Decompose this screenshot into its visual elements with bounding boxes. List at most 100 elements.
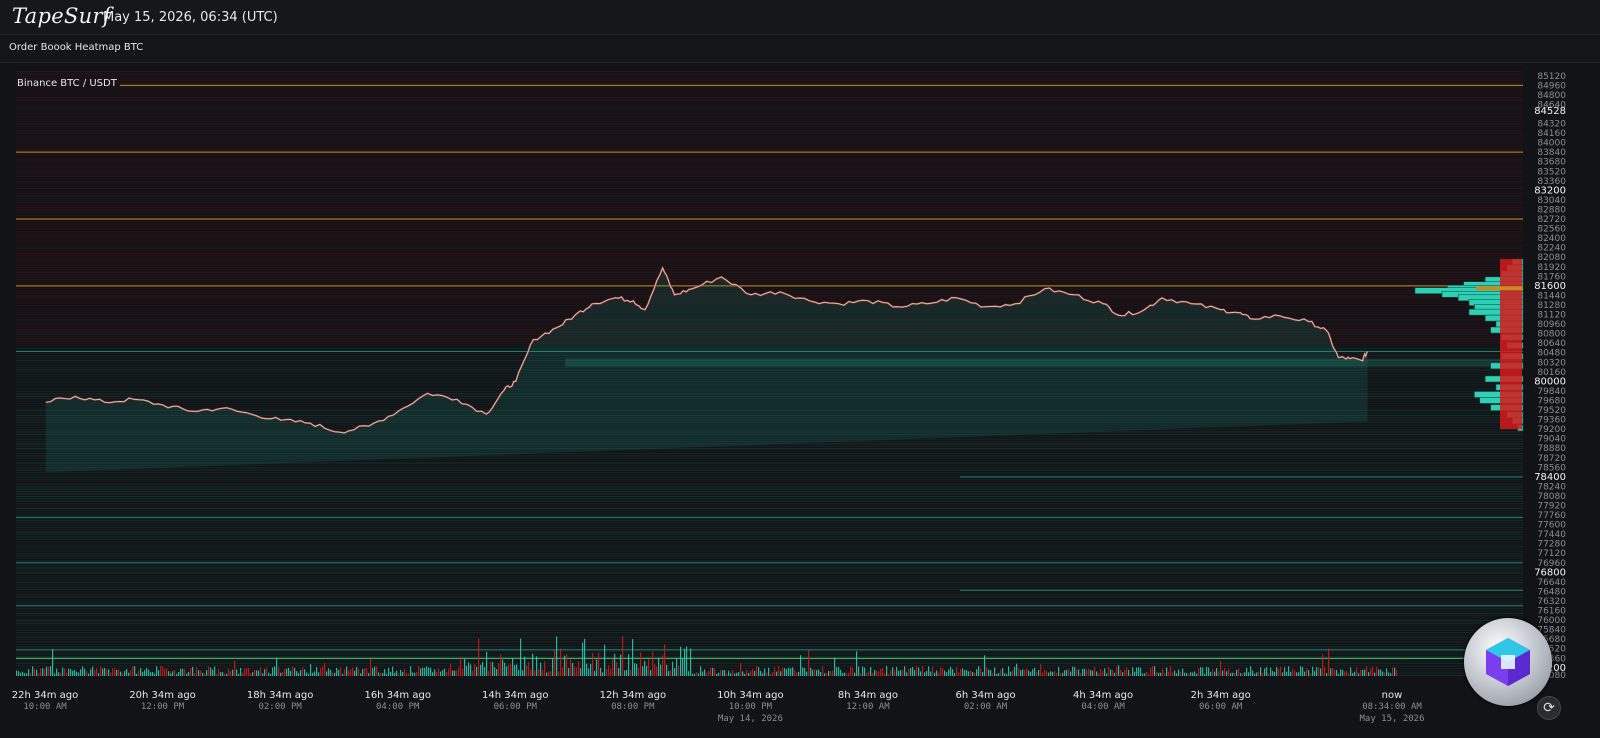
- volume-bar: [496, 669, 498, 676]
- volume-bar: [682, 657, 684, 676]
- volume-bar: [288, 667, 290, 676]
- heatmap-row: [16, 386, 1523, 388]
- volume-bar: [326, 671, 328, 676]
- heatmap-row: [16, 531, 1523, 533]
- volume-bar: [482, 661, 484, 676]
- volume-bar: [1210, 671, 1212, 676]
- volume-bar: [112, 668, 114, 676]
- heatmap-row: [16, 276, 1523, 278]
- volume-bar: [1198, 668, 1200, 676]
- volume-bar: [826, 673, 828, 676]
- volume-bar: [510, 664, 512, 676]
- heatmap-row: [16, 190, 1523, 192]
- heatmap-row: [16, 142, 1523, 144]
- volume-bar: [556, 636, 558, 676]
- volume-bar: [1252, 670, 1254, 676]
- volume-bar: [480, 664, 482, 676]
- volume-bar: [1156, 672, 1158, 676]
- volume-bar: [630, 669, 632, 676]
- volume-bar: [920, 671, 922, 676]
- volume-bar: [782, 667, 784, 676]
- volume-bar: [1042, 672, 1044, 676]
- volume-bar: [70, 669, 72, 676]
- volume-bar: [24, 673, 26, 676]
- volume-bar: [1246, 667, 1248, 676]
- volume-bar: [434, 669, 436, 676]
- volume-bar: [542, 670, 544, 676]
- volume-bar: [1288, 666, 1290, 676]
- heatmap-row: [16, 374, 1523, 376]
- volume-bar: [1002, 668, 1004, 676]
- volume-bar: [1222, 670, 1224, 676]
- volume-bar: [712, 667, 714, 676]
- volume-bars: [16, 636, 1398, 676]
- volume-bar: [90, 669, 92, 676]
- volume-bar: [408, 673, 410, 676]
- volume-bar: [864, 667, 866, 676]
- heatmap-row: [16, 519, 1523, 521]
- heatmap-row: [16, 180, 1523, 182]
- volume-bar: [300, 670, 302, 676]
- volume-bar: [540, 662, 542, 676]
- volume-bar: [1334, 669, 1336, 676]
- volume-bar: [236, 669, 238, 676]
- volume-bar: [624, 670, 626, 676]
- volume-bar: [764, 668, 766, 676]
- refresh-button[interactable]: ⟳: [1537, 696, 1561, 720]
- volume-bar: [366, 668, 368, 676]
- volume-bar: [452, 670, 454, 676]
- heatmap-row: [16, 102, 1523, 104]
- volume-bar: [1374, 672, 1376, 676]
- volume-bar: [1236, 669, 1238, 676]
- volume-bar: [1306, 668, 1308, 676]
- volume-bar: [560, 648, 562, 676]
- heatmap-row: [16, 596, 1523, 598]
- heatmap-row: [16, 476, 1523, 478]
- volume-bar: [62, 667, 64, 676]
- heatmap-row: [16, 135, 1523, 137]
- heatmap-row: [16, 293, 1523, 295]
- volume-bar: [892, 667, 894, 676]
- x-tick-relative: 6h 34m ago: [955, 690, 1015, 701]
- volume-bar: [760, 670, 762, 676]
- heatmap-row: [16, 314, 1523, 316]
- y-tick-label: 75680: [1537, 635, 1566, 645]
- y-tick-label: 80000: [1534, 376, 1566, 387]
- volume-bar: [1188, 673, 1190, 676]
- volume-bar: [1384, 672, 1386, 676]
- volume-bar: [422, 667, 424, 676]
- volume-bar: [176, 673, 178, 676]
- volume-bar: [1382, 671, 1384, 676]
- y-tick-label: 77760: [1537, 511, 1566, 521]
- volume-bar: [1022, 669, 1024, 676]
- heatmap-row: [16, 273, 1523, 275]
- volume-bar: [926, 670, 928, 676]
- volume-bar: [1272, 671, 1274, 676]
- heatmap-row: [16, 185, 1523, 187]
- heatmap-row: [16, 632, 1523, 634]
- volume-bar: [714, 668, 716, 676]
- volume-bar: [402, 672, 404, 676]
- volume-bar: [414, 672, 416, 676]
- volume-bar: [160, 666, 162, 676]
- volume-bar: [32, 666, 34, 676]
- volume-bar: [1178, 669, 1180, 676]
- volume-bar: [504, 662, 506, 676]
- volume-bar: [1024, 669, 1026, 676]
- volume-bar: [1388, 672, 1390, 676]
- volume-bar: [592, 652, 594, 676]
- y-tick-label: 78720: [1537, 454, 1566, 464]
- app-logo[interactable]: TapeSurf: [12, 4, 111, 28]
- volume-bar: [460, 657, 462, 676]
- y-tick-label: 77600: [1537, 521, 1566, 531]
- volume-bar: [1118, 665, 1120, 676]
- heatmap-row: [16, 161, 1523, 163]
- volume-bar: [222, 672, 224, 676]
- volume-bar: [282, 671, 284, 676]
- volume-bar: [104, 667, 106, 676]
- volume-bar: [336, 667, 338, 676]
- volume-bar: [686, 646, 688, 676]
- volume-bar: [1214, 671, 1216, 676]
